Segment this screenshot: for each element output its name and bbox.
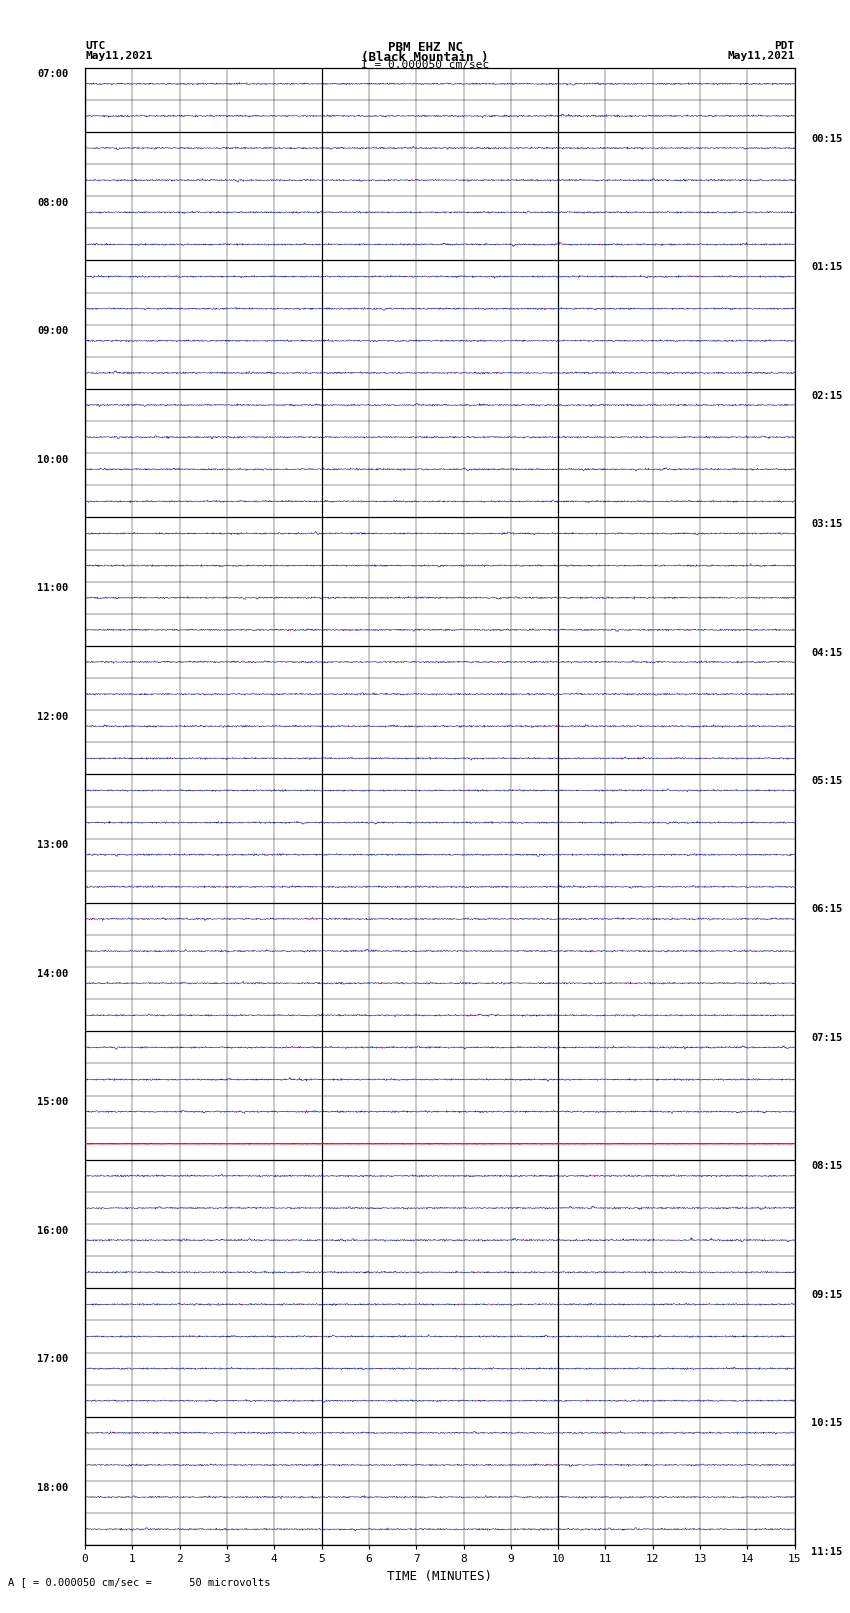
Text: 12:00: 12:00 xyxy=(37,711,69,721)
Text: PBM EHZ NC: PBM EHZ NC xyxy=(388,40,462,55)
Text: 11:15: 11:15 xyxy=(811,1547,842,1557)
Text: 16:00: 16:00 xyxy=(37,1226,69,1236)
Text: 09:00: 09:00 xyxy=(37,326,69,336)
Text: 17:00: 17:00 xyxy=(37,1355,69,1365)
Text: PDT: PDT xyxy=(774,40,795,52)
Text: 06:15: 06:15 xyxy=(811,905,842,915)
Text: 09:15: 09:15 xyxy=(811,1290,842,1300)
Text: 08:15: 08:15 xyxy=(811,1161,842,1171)
Text: 02:15: 02:15 xyxy=(811,390,842,400)
Text: UTC: UTC xyxy=(85,40,105,52)
Text: 18:00: 18:00 xyxy=(37,1482,69,1492)
Text: 04:15: 04:15 xyxy=(811,647,842,658)
Text: 14:00: 14:00 xyxy=(37,969,69,979)
Text: May11,2021: May11,2021 xyxy=(728,50,795,61)
Text: 07:00: 07:00 xyxy=(37,69,69,79)
Text: 07:15: 07:15 xyxy=(811,1032,842,1044)
Text: 10:15: 10:15 xyxy=(811,1418,842,1429)
Text: I = 0.000050 cm/sec: I = 0.000050 cm/sec xyxy=(361,60,489,71)
Text: A [ = 0.000050 cm/sec =      50 microvolts: A [ = 0.000050 cm/sec = 50 microvolts xyxy=(8,1578,271,1587)
X-axis label: TIME (MINUTES): TIME (MINUTES) xyxy=(388,1569,492,1582)
Text: May11,2021: May11,2021 xyxy=(85,50,152,61)
Text: 00:15: 00:15 xyxy=(811,134,842,144)
Text: 11:00: 11:00 xyxy=(37,584,69,594)
Text: 08:00: 08:00 xyxy=(37,198,69,208)
Text: (Black Mountain ): (Black Mountain ) xyxy=(361,50,489,65)
Text: 15:00: 15:00 xyxy=(37,1097,69,1107)
Text: 05:15: 05:15 xyxy=(811,776,842,786)
Text: 13:00: 13:00 xyxy=(37,840,69,850)
Text: 03:15: 03:15 xyxy=(811,519,842,529)
Text: 01:15: 01:15 xyxy=(811,261,842,273)
Text: 10:00: 10:00 xyxy=(37,455,69,465)
